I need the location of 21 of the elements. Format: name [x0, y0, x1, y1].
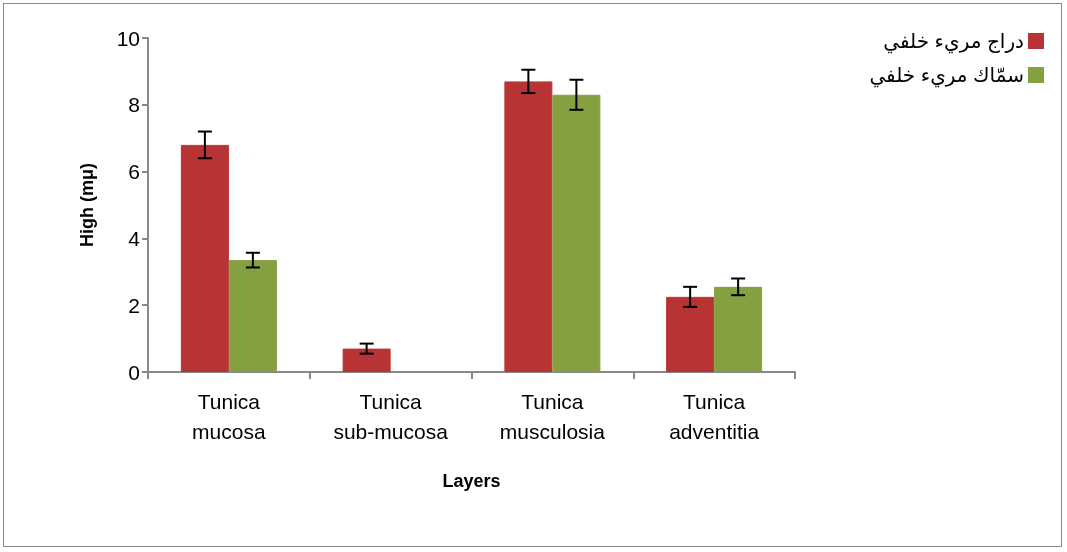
- legend-label: سمّاك مريء خلفي: [869, 64, 1024, 88]
- bar: [552, 94, 601, 372]
- y-tick-label: 8: [128, 93, 140, 117]
- x-tick-label: Tunica adventitia: [669, 389, 760, 443]
- x-tick-label: Tunica musculosia: [499, 389, 606, 443]
- bar: [342, 348, 391, 372]
- y-tick-label: 2: [128, 293, 140, 317]
- bar: [180, 144, 229, 372]
- y-axis-title: High (mμ): [77, 163, 97, 247]
- bar: [714, 286, 763, 372]
- y-tick-label: 6: [128, 160, 140, 184]
- y-tick-label: 10: [116, 26, 140, 50]
- y-tick-label: 4: [128, 226, 141, 250]
- bar: [228, 260, 277, 372]
- x-tick-label: Tunica sub-mucosa: [333, 389, 449, 443]
- bar: [504, 81, 553, 372]
- bar: [666, 296, 715, 372]
- y-tick-label: 0: [128, 360, 140, 384]
- x-axis-title: Layers: [442, 471, 501, 491]
- legend-label: دراج مريء خلفي: [883, 30, 1024, 54]
- x-tick-label: Tunica mucosa: [192, 389, 266, 443]
